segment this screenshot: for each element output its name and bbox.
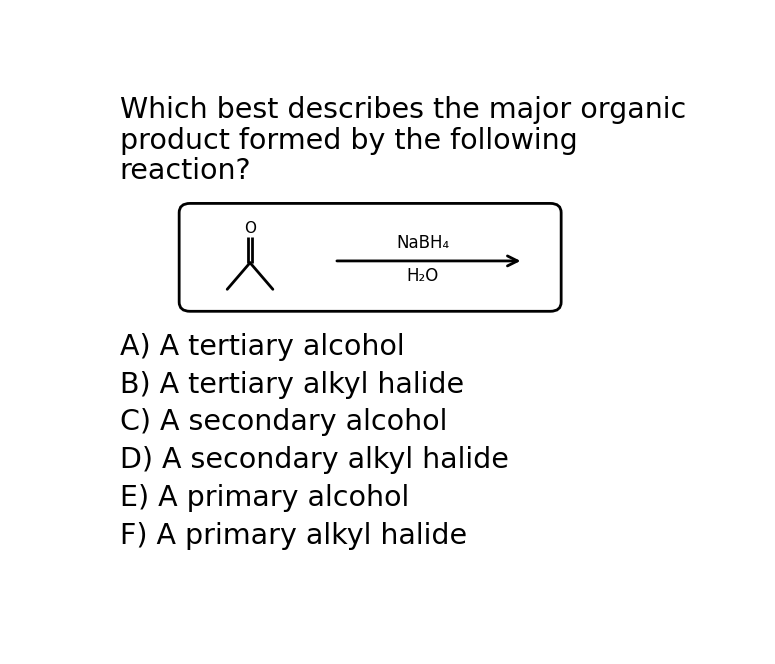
FancyBboxPatch shape xyxy=(179,203,561,311)
Text: Which best describes the major organic: Which best describes the major organic xyxy=(119,96,686,124)
Text: B) A tertiary alkyl halide: B) A tertiary alkyl halide xyxy=(119,371,463,398)
Text: O: O xyxy=(244,221,256,236)
Text: D) A secondary alkyl halide: D) A secondary alkyl halide xyxy=(119,446,508,474)
Text: C) A secondary alcohol: C) A secondary alcohol xyxy=(119,408,447,436)
Text: F) A primary alkyl halide: F) A primary alkyl halide xyxy=(119,522,467,550)
Text: reaction?: reaction? xyxy=(119,157,251,185)
Text: E) A primary alcohol: E) A primary alcohol xyxy=(119,484,409,512)
Text: product formed by the following: product formed by the following xyxy=(119,127,577,155)
Text: H₂O: H₂O xyxy=(407,267,439,285)
Text: NaBH₄: NaBH₄ xyxy=(396,234,450,252)
Text: A) A tertiary alcohol: A) A tertiary alcohol xyxy=(119,333,405,361)
